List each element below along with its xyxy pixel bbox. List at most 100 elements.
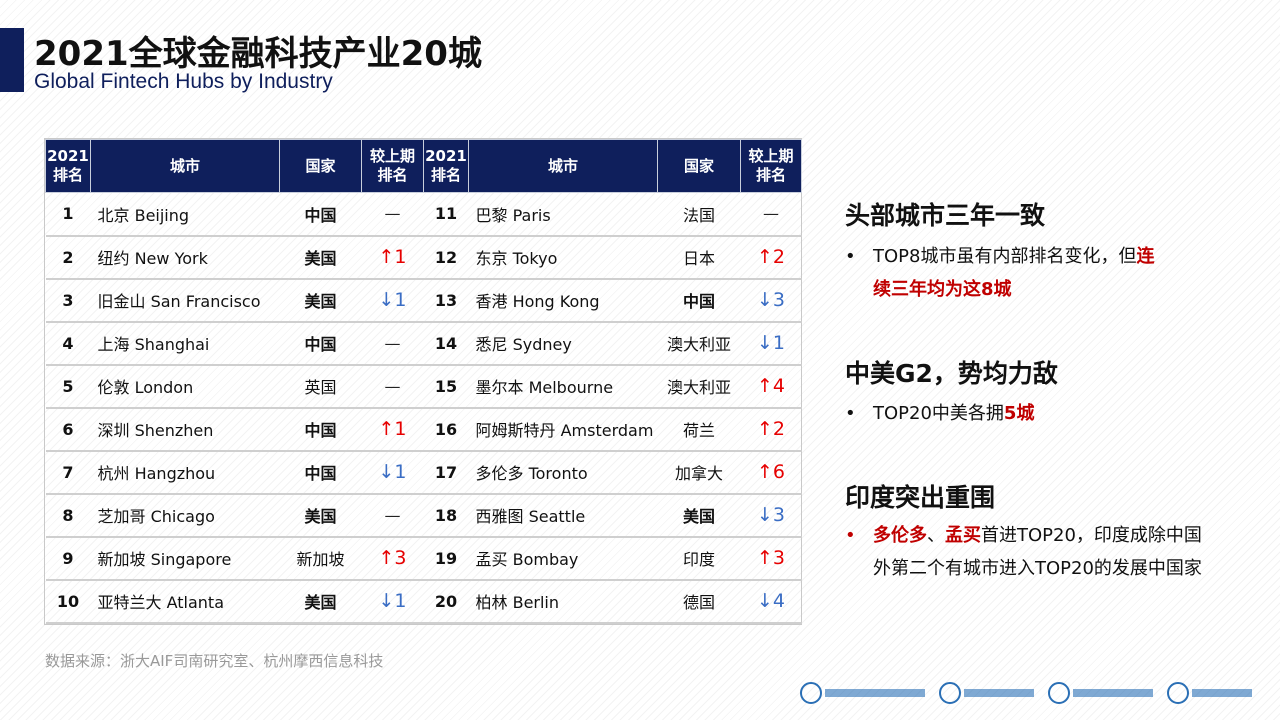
column-header: 国家	[279, 139, 362, 193]
cell-rank: 2	[45, 235, 91, 280]
cell-country: 日本	[657, 235, 741, 280]
cell-city: 旧金山 San Francisco	[90, 278, 280, 323]
cell-country: 德国	[657, 579, 741, 624]
title-accent-bar	[0, 28, 24, 92]
cell-country: 法国	[657, 192, 741, 237]
cell-change: ↓1	[361, 278, 424, 323]
cell-country: 美国	[279, 493, 362, 538]
page-title: 2021全球金融科技产业20城	[34, 34, 482, 74]
column-header: 国家	[657, 139, 741, 193]
cell-rank: 9	[45, 536, 91, 581]
partner-logos	[800, 682, 1252, 704]
cell-rank: 12	[423, 235, 469, 280]
cell-country: 中国	[279, 450, 362, 495]
cell-change: ↓3	[740, 278, 802, 323]
column-header: 城市	[90, 139, 280, 193]
cell-city: 亚特兰大 Atlanta	[90, 579, 280, 624]
cell-country: 美国	[279, 579, 362, 624]
cell-rank: 13	[423, 278, 469, 323]
cell-country: 新加坡	[279, 536, 362, 581]
cell-city: 多伦多 Toronto	[468, 450, 658, 495]
cell-city: 深圳 Shenzhen	[90, 407, 280, 452]
insight-heading: 中美G2，势均力敌	[845, 359, 1058, 388]
table-row: 4 上海 Shanghai 中国 —14 悉尼 Sydney 澳大利亚 ↓1	[45, 321, 802, 366]
logo-zju-aif	[939, 682, 1034, 704]
cell-change: ↓4	[740, 579, 802, 624]
cell-change: ↑3	[361, 536, 424, 581]
cell-city: 墨尔本 Melbourne	[468, 364, 658, 409]
cell-change: ↑1	[361, 235, 424, 280]
cell-rank: 20	[423, 579, 469, 624]
cell-city: 新加坡 Singapore	[90, 536, 280, 581]
insight-bullet: • 多伦多、孟买首进TOP20，印度成除中国 外第二个有城市进入TOP20的发展中国…	[845, 525, 1202, 579]
cell-rank: 16	[423, 407, 469, 452]
cell-rank: 7	[45, 450, 91, 495]
cell-city: 香港 Hong Kong	[468, 278, 658, 323]
column-header: 城市	[468, 139, 658, 193]
page-subtitle: Global Fintech Hubs by Industry	[34, 70, 333, 93]
cell-country: 美国	[279, 278, 362, 323]
cell-country: 美国	[657, 493, 741, 538]
cell-city: 东京 Tokyo	[468, 235, 658, 280]
table-row: 7 杭州 Hangzhou 中国 ↓1 17 多伦多 Toronto 加拿大 ↑6	[45, 450, 802, 495]
table-row: 2 纽约 New York 美国 ↑1 12 东京 Tokyo 日本 ↑2	[45, 235, 802, 280]
cell-rank: 14	[423, 321, 469, 366]
cell-rank: 6	[45, 407, 91, 452]
cell-change: —	[361, 493, 424, 538]
table-row: 10 亚特兰大 Atlanta 美国 ↓1 20 柏林 Berlin 德国 ↓4	[45, 579, 802, 624]
column-header: 较上期 排名	[361, 139, 424, 193]
cell-city: 芝加哥 Chicago	[90, 493, 280, 538]
logo-zafintech	[1167, 682, 1252, 704]
cell-city: 孟买 Bombay	[468, 536, 658, 581]
cell-rank: 1	[45, 192, 91, 237]
cell-country: 加拿大	[657, 450, 741, 495]
table-row: 6 深圳 Shenzhen 中国 ↑1 16 阿姆斯特丹 Amsterdam 荷兰 ↑2	[45, 407, 802, 452]
cell-change: ↑2	[740, 235, 802, 280]
cell-change: ↓1	[361, 579, 424, 624]
cell-change: ↓1	[361, 450, 424, 495]
cell-rank: 11	[423, 192, 469, 237]
insight-heading: 头部城市三年一致	[845, 201, 1046, 230]
cell-rank: 15	[423, 364, 469, 409]
cell-change: —	[361, 192, 424, 237]
cell-change: ↑1	[361, 407, 424, 452]
cell-city: 西雅图 Seattle	[468, 493, 658, 538]
table-row: 3 旧金山 San Francisco 美国 ↓1 13 香港 Hong Kong 中国 ↓3	[45, 278, 802, 323]
cell-rank: 10	[45, 579, 91, 624]
column-header: 2021 排名	[45, 139, 91, 193]
cell-change: ↓3	[740, 493, 802, 538]
cell-city: 伦敦 London	[90, 364, 280, 409]
cell-city: 巴黎 Paris	[468, 192, 658, 237]
cell-city: 北京 Beijing	[90, 192, 280, 237]
cell-country: 英国	[279, 364, 362, 409]
cell-city: 柏林 Berlin	[468, 579, 658, 624]
cell-change: —	[361, 364, 424, 409]
cell-change: ↑4	[740, 364, 802, 409]
cell-rank: 4	[45, 321, 91, 366]
cell-change: ↑3	[740, 536, 802, 581]
insight-bullet: • TOP20中美各拥5城	[845, 403, 1035, 424]
cell-rank: 18	[423, 493, 469, 538]
cell-rank: 8	[45, 493, 91, 538]
cell-city: 上海 Shanghai	[90, 321, 280, 366]
cell-country: 中国	[279, 192, 362, 237]
cell-country: 澳大利亚	[657, 321, 741, 366]
logo-first	[800, 682, 925, 704]
cell-change: —	[740, 192, 802, 237]
cell-country: 荷兰	[657, 407, 741, 452]
cell-city: 阿姆斯特丹 Amsterdam	[468, 407, 658, 452]
data-source: 数据来源：浙大AIF司南研究室、杭州摩西信息科技	[45, 652, 384, 670]
cell-rank: 19	[423, 536, 469, 581]
cell-country: 中国	[279, 321, 362, 366]
cell-rank: 3	[45, 278, 91, 323]
cell-country: 澳大利亚	[657, 364, 741, 409]
table-row: 8 芝加哥 Chicago 美国 —18 西雅图 Seattle 美国 ↓3	[45, 493, 802, 538]
cell-country: 中国	[279, 407, 362, 452]
cell-rank: 5	[45, 364, 91, 409]
table-row: 5 伦敦 London 英国 —15 墨尔本 Melbourne 澳大利亚 ↑4	[45, 364, 802, 409]
cell-country: 中国	[657, 278, 741, 323]
table-border	[44, 138, 802, 625]
insight-heading: 印度突出重围	[845, 483, 996, 512]
cell-change: ↑2	[740, 407, 802, 452]
table-row: 1 北京 Beijing 中国 —11 巴黎 Paris 法国 —	[45, 192, 802, 237]
